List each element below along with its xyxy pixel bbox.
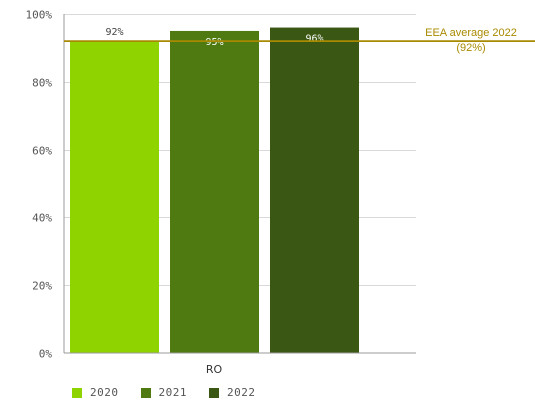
bar-2021[interactable]: [170, 30, 259, 353]
bar-2020[interactable]: [70, 41, 159, 354]
legend-label-2022: 2022: [227, 386, 256, 399]
y-axis-tick-labels: 0% 20% 40% 60% 80% 100%: [26, 9, 53, 361]
y-tick-label: 100%: [26, 9, 53, 22]
legend-swatch-2022: [209, 387, 219, 398]
legend-swatch-2020: [72, 387, 82, 398]
bar-2022[interactable]: [270, 27, 359, 354]
y-tick-label: 0%: [39, 348, 53, 361]
legend-swatch-2021: [140, 387, 151, 398]
data-label-2021: 95%: [205, 37, 223, 48]
y-tick-label: 60%: [32, 145, 52, 158]
legend-item-2021[interactable]: 2021: [140, 386, 188, 399]
y-tick-label: 40%: [32, 212, 52, 225]
data-label-2022: 96%: [305, 34, 323, 45]
x-category-label: RO: [206, 363, 223, 376]
bars: 92% 95% 96%: [70, 27, 359, 354]
legend: 2020 2021 2022: [72, 386, 256, 399]
data-label-2020: 92%: [105, 27, 123, 38]
legend-item-2022[interactable]: 2022: [209, 386, 256, 399]
y-tick-label: 20%: [32, 280, 52, 293]
reference-value-label: (92%): [456, 42, 485, 54]
legend-label-2020: 2020: [90, 386, 119, 399]
reference-label: EEA average 2022: [425, 27, 517, 39]
legend-label-2021: 2021: [158, 386, 187, 399]
reference-line-group: EEA average 2022 (92%): [64, 27, 535, 54]
y-tick-label: 80%: [32, 77, 52, 90]
legend-item-2020[interactable]: 2020: [72, 386, 119, 399]
